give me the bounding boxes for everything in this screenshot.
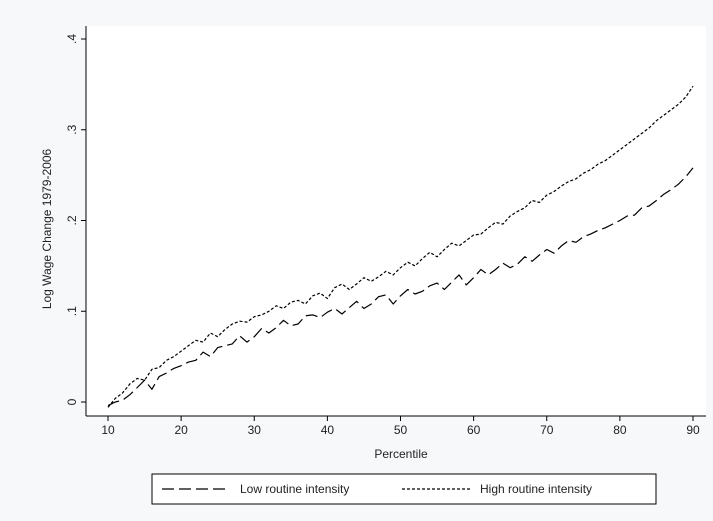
series-layer: [107, 85, 694, 408]
legend: Low routine intensity High routine inten…: [151, 473, 657, 505]
series-line-high-routine: [107, 85, 694, 408]
series-line-low-routine: [107, 167, 694, 407]
y-tick-label: .4: [65, 34, 79, 44]
y-tick-label: .2: [65, 215, 79, 225]
x-axis: 10 20 30 40 50 60 70 80 90: [86, 415, 706, 437]
x-tick-label: 70: [540, 423, 554, 437]
x-tick-label: 90: [686, 423, 700, 437]
y-axis-title: Log Wage Change 1979-2006: [40, 149, 54, 310]
x-tick-label: 40: [321, 423, 335, 437]
plot-area: [86, 26, 706, 416]
x-tick-label: 30: [248, 423, 262, 437]
x-tick-label: 80: [613, 423, 627, 437]
x-axis-title: Percentile: [374, 447, 428, 461]
x-tick-label: 60: [467, 423, 481, 437]
x-tick-label: 20: [174, 423, 188, 437]
legend-label-high-routine: High routine intensity: [480, 482, 592, 496]
y-tick-label: .3: [65, 124, 79, 134]
legend-label-low-routine: Low routine intensity: [240, 482, 349, 496]
y-axis: 0 .1 .2 .3 .4: [65, 26, 87, 416]
y-tick-label: 0: [65, 398, 79, 405]
x-tick-label: 50: [394, 423, 408, 437]
y-tick-label: .1: [65, 306, 79, 316]
x-tick-label: 10: [101, 423, 115, 437]
